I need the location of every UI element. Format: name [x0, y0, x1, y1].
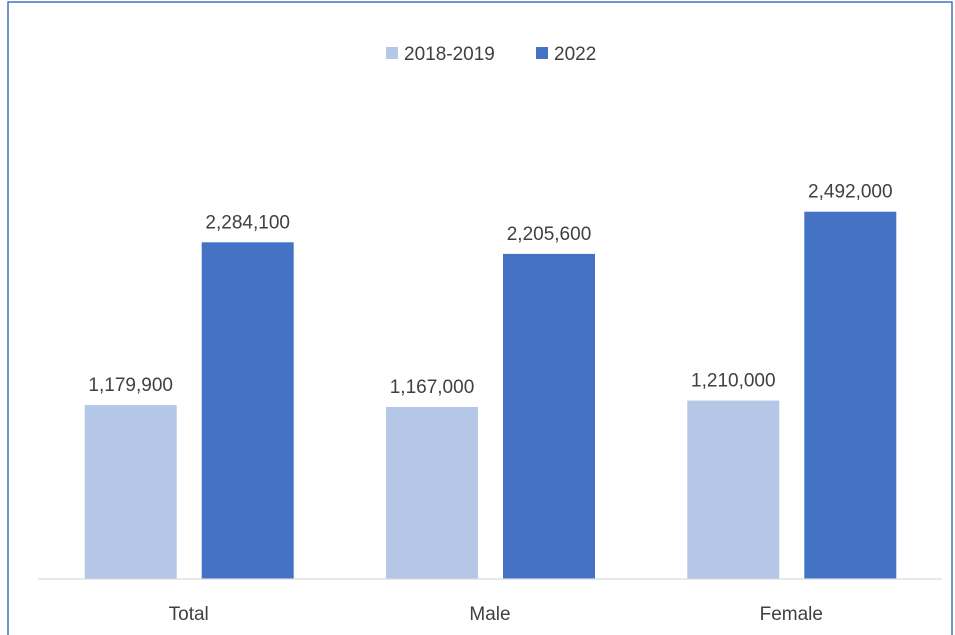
legend-swatch-series-2 [536, 47, 548, 59]
legend-label-series-2: 2022 [554, 44, 596, 65]
x-tick-label-male: Male [469, 604, 510, 625]
value-label-female-series-2: 2,492,000 [808, 182, 893, 203]
bar-female-series-1 [687, 400, 780, 579]
value-label-male-series-1: 1,167,000 [390, 377, 475, 398]
legend: 2018-2019 2022 [386, 44, 596, 65]
x-tick-label-total: Total [169, 604, 209, 625]
x-tick-labels-group: Total Male Female [169, 604, 823, 625]
bars-group [84, 211, 897, 580]
bar-male-series-2 [503, 253, 595, 579]
x-tick-label-female: Female [760, 604, 823, 625]
value-label-total-series-1: 1,179,900 [88, 375, 173, 396]
legend-label-series-1: 2018-2019 [404, 44, 495, 65]
bar-male-series-1 [386, 407, 478, 579]
value-label-female-series-1: 1,210,000 [691, 371, 776, 392]
legend-swatch-series-1 [386, 47, 398, 59]
bar-total-series-1 [84, 405, 177, 579]
bar-total-series-2 [201, 242, 294, 580]
value-labels-group: 1,179,900 2,284,100 1,167,000 2,205,600 1,21… [88, 182, 892, 398]
bar-female-series-2 [804, 211, 897, 579]
value-label-total-series-2: 2,284,100 [205, 212, 290, 233]
value-label-male-series-2: 2,205,600 [507, 224, 592, 245]
